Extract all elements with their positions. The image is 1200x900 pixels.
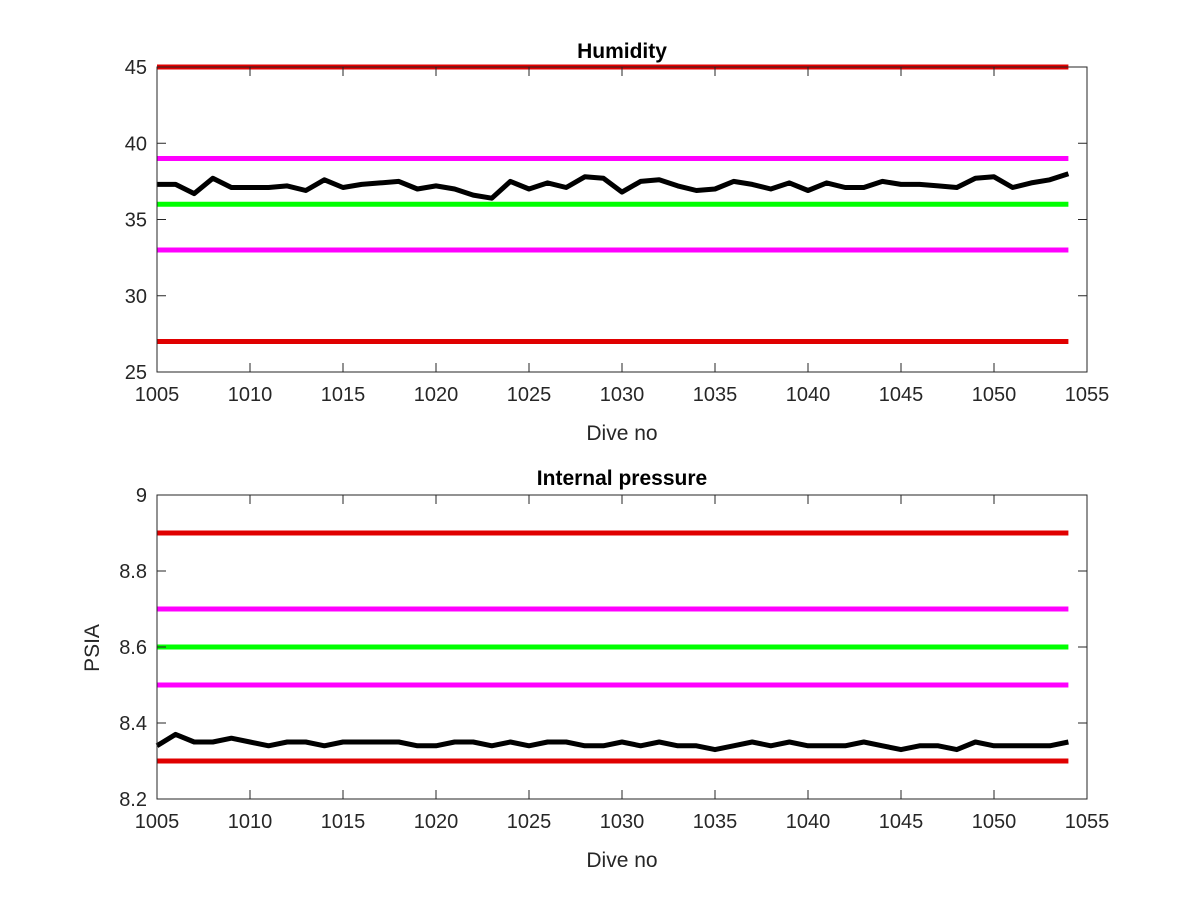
humidity-x-tick-label: 1040 <box>786 384 831 406</box>
humidity-subplot: Humidity 1005 1010 1015 1020 1025 1030 1035 104… <box>125 40 1110 445</box>
pressure-title: Internal pressure <box>537 467 707 490</box>
humidity-x-tick-label: 1035 <box>693 384 738 406</box>
humidity-x-tick-label: 1045 <box>879 384 924 406</box>
pressure-x-tick-label: 1030 <box>600 811 645 833</box>
humidity-title: Humidity <box>577 40 667 63</box>
humidity-x-tick-label: 1030 <box>600 384 645 406</box>
pressure-x-tick-label: 1050 <box>972 811 1017 833</box>
humidity-y-tick-label: 30 <box>125 286 147 308</box>
pressure-x-tick-label: 1005 <box>135 811 180 833</box>
pressure-x-tick-label: 1020 <box>414 811 459 833</box>
humidity-y-tick-label: 40 <box>125 133 147 155</box>
pressure-x-tick-label: 1040 <box>786 811 831 833</box>
pressure-x-tick-label: 1015 <box>321 811 366 833</box>
pressure-data-series-0 <box>155 731 1069 753</box>
pressure-y-tick-label: 8.8 <box>119 561 147 583</box>
humidity-x-tick-label: 1025 <box>507 384 552 406</box>
pressure-x-tick-label: 1055 <box>1065 811 1110 833</box>
humidity-y-tick-label: 35 <box>125 210 147 232</box>
pressure-x-tick-label: 1045 <box>879 811 924 833</box>
humidity-x-tick-label: 1050 <box>972 384 1017 406</box>
humidity-x-tick-label: 1020 <box>414 384 459 406</box>
humidity-y-tick-label: 45 <box>125 57 147 79</box>
humidity-plot-area <box>157 64 1087 372</box>
pressure-axes: 1005 1010 1015 1020 1025 1030 1035 1040 1045 1050… <box>119 485 1109 833</box>
pressure-y-tick-label: 8.4 <box>119 713 147 735</box>
humidity-x-axis-label: Dive no <box>586 422 657 445</box>
humidity-x-tick-label: 1010 <box>228 384 273 406</box>
pressure-y-tick-label: 8.2 <box>119 789 147 811</box>
humidity-y-tick-label: 25 <box>125 362 147 384</box>
pressure-y-tick-label: 8.6 <box>119 637 147 659</box>
humidity-x-tick-label: 1055 <box>1065 384 1110 406</box>
humidity-x-tick-label: 1005 <box>135 384 180 406</box>
humidity-x-tick-label: 1015 <box>321 384 366 406</box>
pressure-x-axis-label: Dive no <box>586 849 657 872</box>
humidity-data-series-0 <box>157 171 1070 201</box>
pressure-y-tick-label: 9 <box>136 485 147 507</box>
pressure-x-tick-label: 1025 <box>507 811 552 833</box>
pressure-plot-area <box>155 495 1087 799</box>
pressure-subplot: Internal pressure 1005 1010 1015 1020 1025 10… <box>81 467 1109 872</box>
pressure-y-axis-label: PSIA <box>81 624 104 672</box>
pressure-x-tick-label: 1035 <box>693 811 738 833</box>
humidity-axes: 1005 1010 1015 1020 1025 1030 1035 1040 1045 1050… <box>125 57 1110 406</box>
pressure-x-tick-label: 1010 <box>228 811 273 833</box>
humidity-plot-background <box>157 67 1087 372</box>
